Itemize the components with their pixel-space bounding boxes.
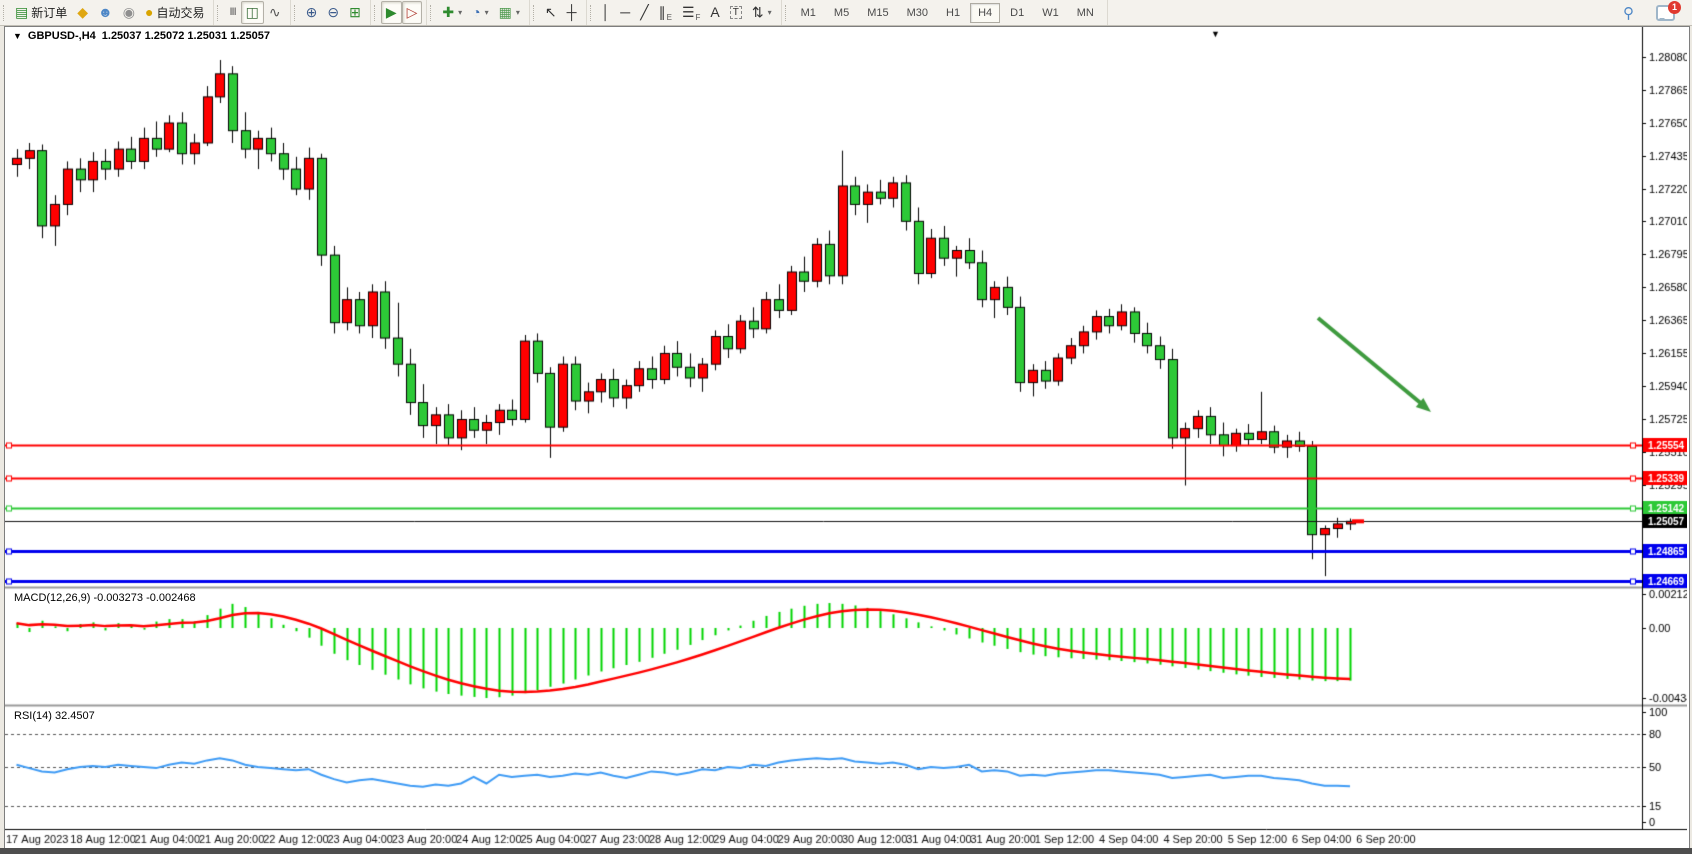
toolbar-right-group: ⚲ 1	[1618, 0, 1692, 24]
channel-button[interactable]: ∥ E	[654, 1, 677, 24]
new-chart-icon: ✚	[442, 4, 455, 20]
toolbar-group-1: ▤ 新订单 ◆ ☻ ◉ ● 自动交易	[0, 0, 215, 25]
timeframe-h1[interactable]: H1	[946, 6, 961, 19]
timeframe-h4[interactable]: H4	[970, 2, 1001, 23]
macd-indicator-label: MACD(12,26,9) -0.003273 -0.002468	[14, 592, 196, 604]
crosshair-button[interactable]: ┼	[562, 1, 582, 24]
horizontal-line-icon: ─	[620, 4, 631, 20]
arrows-button[interactable]: ⇅ ▾	[747, 1, 777, 24]
rsi-indicator-label: RSI(14) 32.4507	[14, 710, 95, 722]
toolbar-group-6: ↖ ┼	[530, 0, 587, 25]
bar-chart-button[interactable]: III	[224, 1, 240, 24]
zoom-in-icon: ⊕	[305, 4, 318, 20]
toolbar-group-3: ⊕ ⊖ ⊞	[291, 0, 371, 25]
ohlc-values: 1.25037 1.25072 1.25031 1.25057	[101, 30, 270, 42]
zoom-out-button[interactable]: ⊖	[322, 1, 344, 24]
timeframe-m5[interactable]: M5	[833, 6, 850, 19]
autotrading-cart-icon: ●	[144, 4, 154, 20]
equidistant-channel-icon-suffix: E	[666, 13, 672, 22]
text-button[interactable]: A	[705, 1, 724, 24]
period-button-dropdown-caret[interactable]: ▾	[484, 8, 489, 17]
vertical-line-button[interactable]: │	[597, 1, 616, 24]
template-icon: ▦	[498, 4, 512, 20]
trendline-button[interactable]: ╱	[635, 1, 653, 24]
new-order-icon: ▤	[15, 4, 29, 20]
new-chart-button-dropdown-caret[interactable]: ▾	[458, 8, 463, 17]
candlestick-button[interactable]: ◫	[240, 1, 264, 24]
cursor-button[interactable]: ↖	[540, 1, 562, 24]
autotrading-button[interactable]: ● 自动交易	[140, 1, 209, 24]
search-icon: ⚲	[1623, 4, 1634, 22]
broadcast-icon: ◉	[122, 4, 135, 20]
timeframe-m15[interactable]: M15	[867, 6, 889, 19]
symbol-dropdown-icon[interactable]: ▼	[13, 31, 22, 41]
line-chart-button[interactable]: ∿	[264, 1, 286, 24]
gold-bar-icon: ◆	[77, 4, 89, 20]
candlestick-icon: ◫	[245, 4, 259, 20]
auto-scroll-button[interactable]: ▶	[380, 1, 402, 24]
horizontal-line-button[interactable]: ─	[615, 1, 635, 24]
notification-badge: 1	[1668, 0, 1681, 14]
timeframe-w1[interactable]: W1	[1042, 6, 1059, 19]
timeframe-m1[interactable]: M1	[800, 6, 816, 19]
timeframe-toolbar: M1 M5 M15 M30 H1 H4 D1 W1 MN	[782, 0, 1108, 25]
text-label-button[interactable]: T	[725, 1, 747, 24]
chart-shift-button[interactable]: ▷	[401, 1, 423, 24]
zoom-out-icon: ⊖	[327, 4, 340, 20]
tile-windows-icon: ⊞	[349, 4, 361, 20]
equidistant-channel-icon: ∥	[658, 4, 666, 20]
autotrading-button-label: 自动交易	[156, 6, 205, 20]
text-label-icon: T	[729, 6, 742, 19]
chart-canvas[interactable]	[5, 27, 1687, 847]
line-chart-icon: ∿	[268, 4, 281, 20]
cursor-icon: ↖	[544, 4, 557, 20]
tile-windows-button[interactable]: ⊞	[344, 1, 366, 24]
chat-bubble-icon: 1	[1656, 0, 1681, 21]
chart-window: ▼ GBPUSD-,H4 1.25037 1.25072 1.25031 1.2…	[4, 26, 1690, 850]
arrows-icon: ⇅	[751, 4, 764, 20]
broadcast-button[interactable]: ◉	[118, 1, 140, 24]
main-toolbar: ▤ 新订单 ◆ ☻ ◉ ● 自动交易 III ◫ ∿ ⊕ ⊖ ⊞ ▶ ▷ ✚ ▾ ◔ ▾ ▦ ▾ ↖ ┼ │ ─ ╱ ∥ E ☰ F A T ⇅…	[0, 0, 1692, 26]
profile-button[interactable]: ☻	[93, 1, 118, 24]
toolbar-group-5: ✚ ▾ ◔ ▾ ▦ ▾	[427, 0, 530, 25]
crosshair-icon: ┼	[566, 4, 577, 20]
toolbar-group-2: III ◫ ∿	[214, 0, 291, 25]
symbol-period-label: GBPUSD-,H4	[27, 30, 96, 42]
timeframe-mn[interactable]: MN	[1076, 6, 1094, 19]
timeframe-d1[interactable]: D1	[1010, 6, 1025, 19]
bar-chart-icon: III	[229, 6, 236, 18]
profile-icon: ☻	[98, 4, 113, 20]
chart-shift-icon: ▷	[406, 4, 418, 20]
zoom-in-button[interactable]: ⊕	[301, 1, 323, 24]
auto-scroll-icon: ▶	[385, 4, 397, 20]
gold-button[interactable]: ◆	[72, 1, 93, 24]
window-bottom-edge	[0, 848, 1692, 854]
search-button[interactable]: ⚲	[1618, 1, 1639, 24]
chart-title: ▼ GBPUSD-,H4 1.25037 1.25072 1.25031 1.2…	[13, 30, 270, 42]
new-order-button-label: 新订单	[31, 6, 68, 20]
text-icon: A	[710, 4, 720, 20]
template-button-dropdown-caret[interactable]: ▾	[515, 8, 520, 17]
fibonacci-button[interactable]: ☰ F	[677, 1, 705, 24]
fibonacci-icon: ☰	[681, 4, 695, 20]
template-button[interactable]: ▦ ▾	[494, 1, 525, 24]
new-order-button[interactable]: ▤ 新订单	[10, 1, 72, 24]
toolbar-group-7: │ ─ ╱ ∥ E ☰ F A T ⇅ ▾	[587, 0, 782, 25]
new-chart-button[interactable]: ✚ ▾	[437, 1, 467, 24]
period-button[interactable]: ◔ ▾	[467, 1, 493, 24]
arrows-button-dropdown-caret[interactable]: ▾	[767, 8, 772, 17]
fibonacci-icon-suffix: F	[695, 13, 701, 22]
clock-icon: ◔	[472, 4, 481, 20]
community-button[interactable]: 1	[1651, 0, 1681, 24]
toolbar-group-4: ▶ ▷	[371, 0, 428, 25]
trendline-icon: ╱	[640, 4, 649, 20]
timeframe-m30[interactable]: M30	[906, 6, 928, 19]
vertical-line-icon: │	[601, 4, 611, 20]
